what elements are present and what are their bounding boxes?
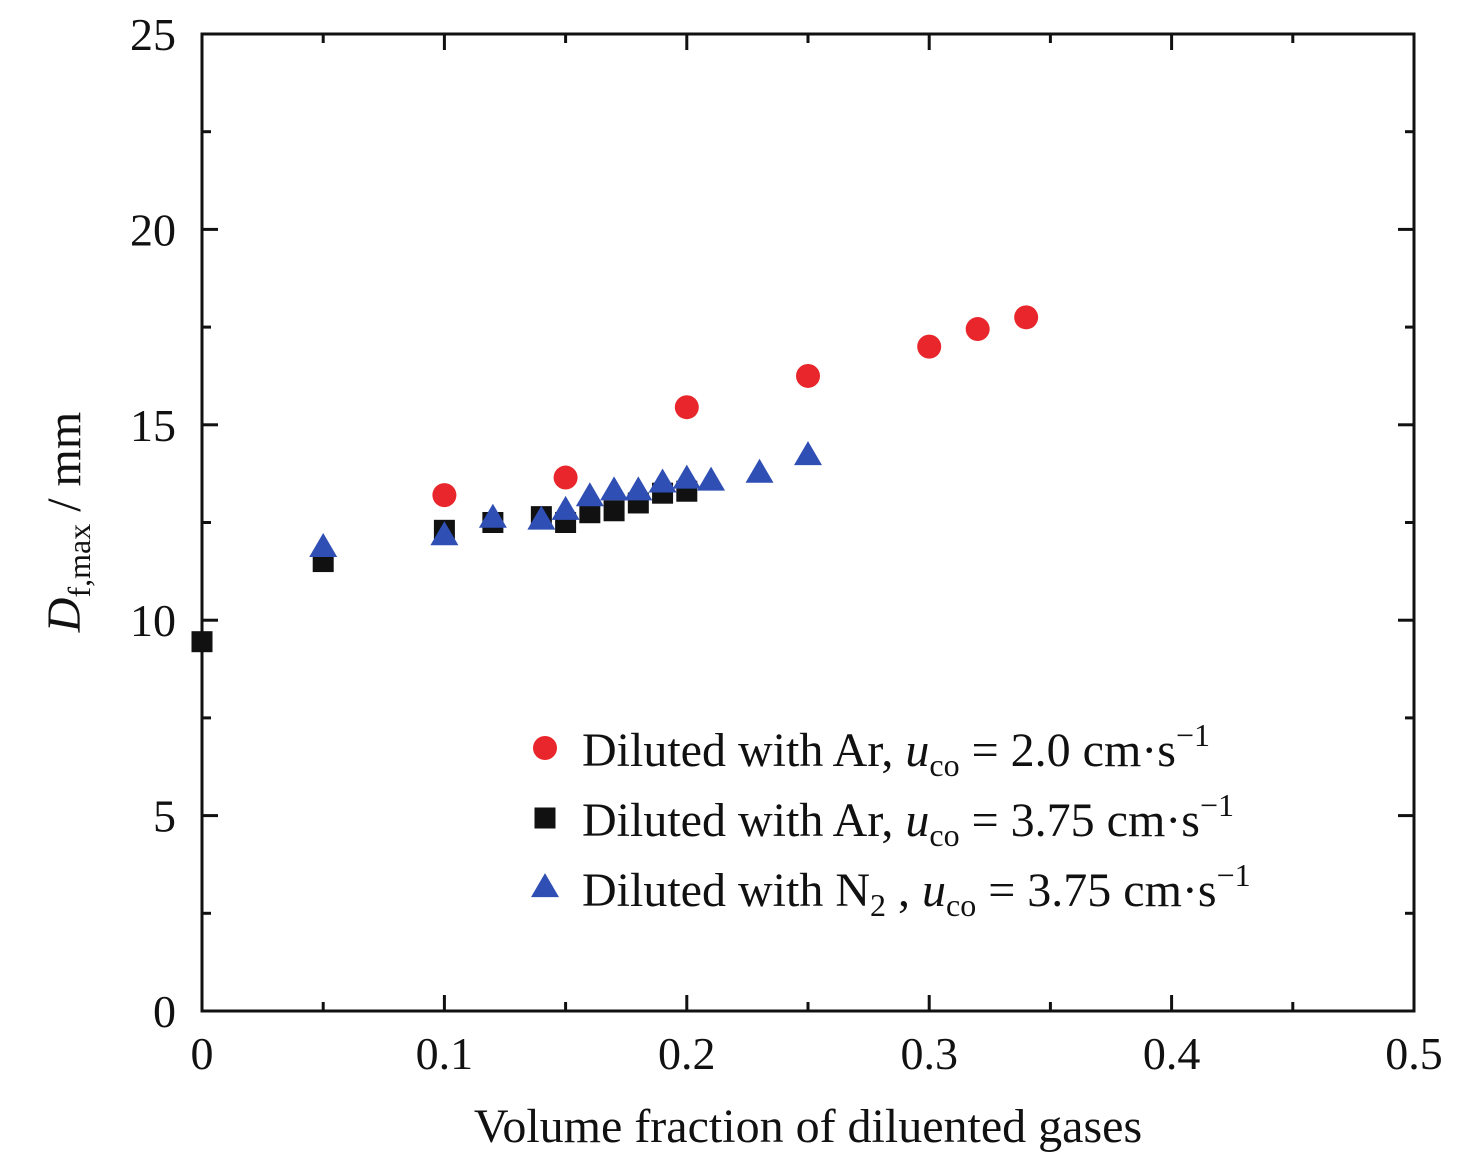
legend-label: Diluted with Ar, uco = 3.75 cm·s−1 [582,787,1234,853]
data-point-triangle [600,476,629,501]
legend-label-value: = 3.75 cm·s [960,794,1200,847]
data-point-triangle [672,464,701,489]
legend-label-var-sub: co [946,887,976,923]
x-tick-label: 0.4 [1143,1028,1201,1079]
data-point-triangle [430,521,459,546]
legend-label-text: Diluted with Ar, [582,724,905,777]
series-triangle [309,441,822,558]
data-point-square [579,502,601,524]
x-tick-label: 0.1 [416,1028,474,1079]
data-point-triangle [624,476,653,501]
data-point-circle [796,363,820,388]
legend-label-var: u [905,794,929,847]
data-point-triangle [575,482,604,507]
y-tick-label: 10 [130,595,176,646]
legend: Diluted with Ar, uco = 2.0 cm·s−1Diluted… [531,717,1251,923]
y-axis-title: Df,max / mm [38,412,97,633]
series-circle [432,305,1039,508]
y-tick-label: 0 [153,986,176,1037]
y-tick-label: 5 [153,791,176,842]
data-point-circle [1014,305,1039,330]
legend-label: Diluted with N2 , uco = 3.75 cm·s−1 [582,857,1251,923]
data-point-triangle [551,495,580,520]
y-tick-label: 15 [130,400,176,451]
data-point-triangle [478,503,507,528]
legend-marker-square [534,807,556,829]
plot-frame [200,32,1416,1013]
data-point-circle [432,483,457,508]
legend-label-value: = 2.0 cm·s [960,724,1176,777]
data-point-square [603,500,625,522]
data-point-triangle [309,533,338,558]
y-axis-title-var: D [38,598,91,634]
data-point-circle [674,395,699,420]
y-tick-label: 25 [130,9,176,60]
legend-label-text: Diluted with N [582,864,870,917]
legend-item: Diluted with Ar, uco = 3.75 cm·s−1 [534,787,1234,853]
data-point-circle [917,334,942,359]
data-point-triangle [794,441,822,466]
data-point-square [191,631,213,653]
x-tick-label: 0.5 [1385,1028,1443,1079]
legend-label-text: Diluted with Ar, [582,794,905,847]
tick-labels: 0 0.1 0.2 0.3 0.4 0.5 0 5 10 15 20 25 [130,9,1443,1079]
legend-marker-circle [533,736,557,760]
legend-item: Diluted with N2 , uco = 3.75 cm·s−1 [531,857,1251,923]
data-point-circle [965,317,990,342]
legend-label-sub: 2 [870,887,886,923]
legend-label-var-sub: co [929,747,959,783]
legend-label-var-sub: co [929,817,959,853]
legend-item: Diluted with Ar, uco = 2.0 cm·s−1 [533,717,1210,783]
x-axis-title: Volume fraction of diluented gases [474,1100,1142,1153]
data-point-triangle [697,466,726,491]
legend-label-var: u [922,864,946,917]
y-tick-label: 20 [130,204,176,255]
x-tick-label: 0.2 [658,1028,716,1079]
x-tick-label: 0.3 [900,1028,958,1079]
legend-label-sup: −1 [1217,857,1251,893]
y-axis-title-unit: / mm [38,412,91,524]
data-point-triangle [527,505,556,530]
data-point-triangle [648,468,677,493]
legend-label-text: , [886,864,922,917]
x-tick-label: 0 [191,1028,214,1079]
legend-marker-triangle [531,873,559,898]
legend-label-var: u [905,724,929,777]
marks-layer [191,305,1039,653]
y-axis-title-sub: f,max [61,524,97,598]
legend-label-value: = 3.75 cm·s [976,864,1216,917]
legend-label-sup: −1 [1200,787,1234,823]
data-point-circle [553,465,578,490]
legend-label-sup: −1 [1176,717,1210,753]
legend-label: Diluted with Ar, uco = 2.0 cm·s−1 [582,717,1210,783]
data-point-triangle [745,458,774,483]
